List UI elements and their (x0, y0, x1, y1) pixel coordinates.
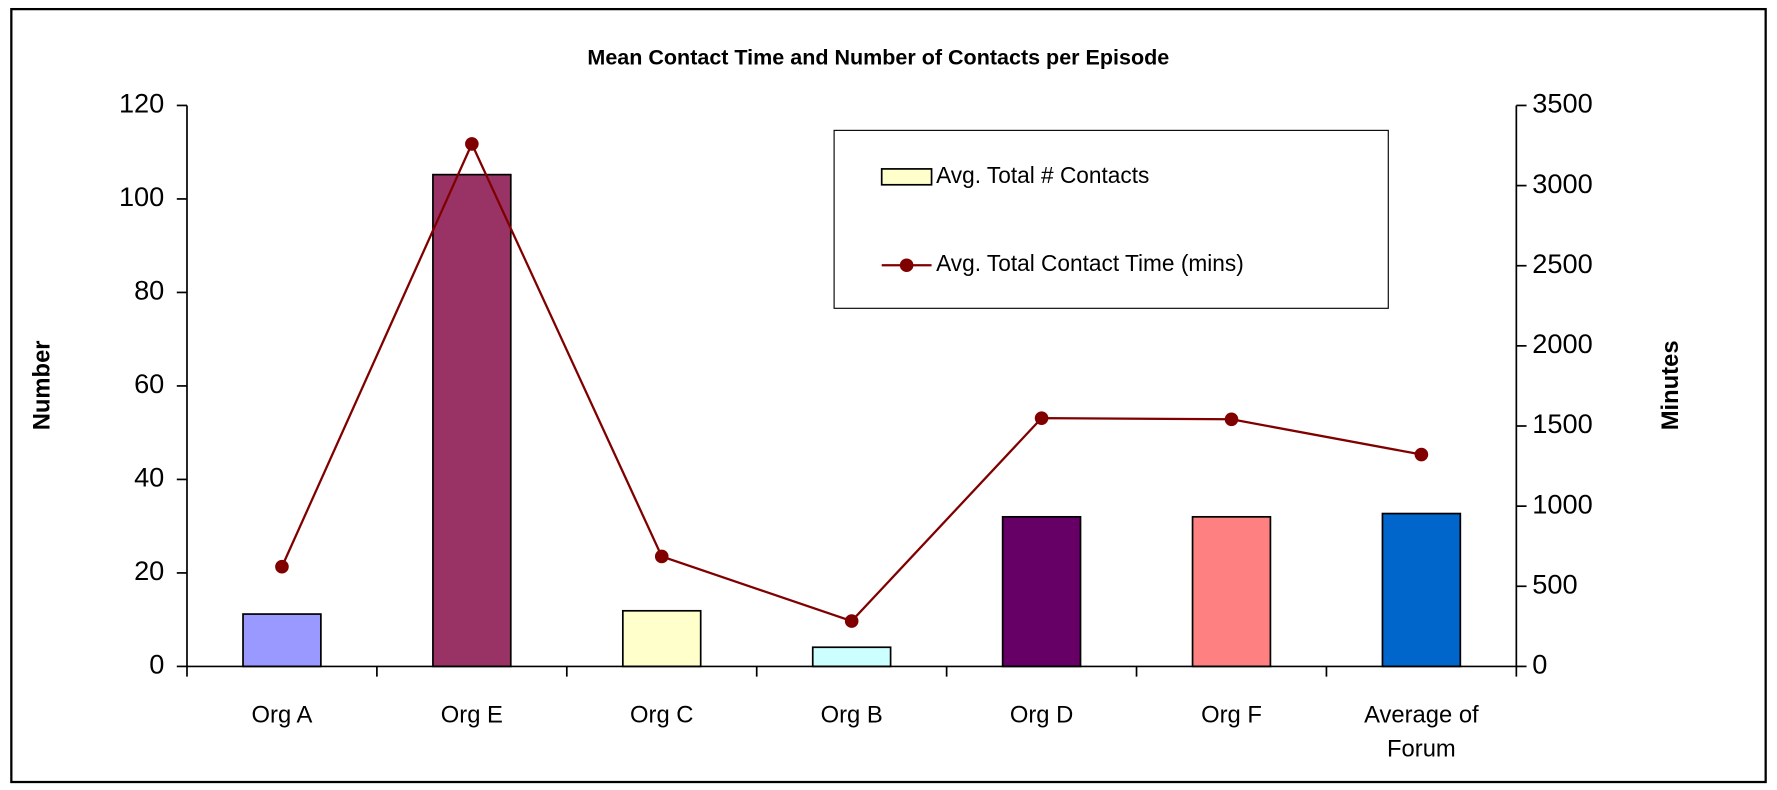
y2-tick-label: 2000 (1532, 328, 1592, 359)
legend-marker (899, 258, 914, 273)
legend-label: Avg. Total # Contacts (936, 162, 1149, 188)
y2-tick-label: 1000 (1532, 488, 1592, 519)
bar (432, 173, 512, 668)
y-tick-label: 80 (134, 275, 164, 306)
x-tick-label: Org F (1201, 702, 1262, 729)
y2-tick-label: 1500 (1532, 408, 1592, 439)
y-tick-label: 60 (134, 368, 164, 399)
bar (621, 609, 702, 668)
line-point (275, 559, 289, 574)
line-point (654, 549, 669, 564)
bar (1381, 512, 1462, 668)
y-tick-label: 0 (149, 649, 164, 680)
y-axis-label: Number (28, 340, 55, 430)
chart-title: Mean Contact Time and Number of Contacts… (587, 46, 1169, 70)
bar (1001, 515, 1082, 668)
x-tick-label: Org C (630, 702, 693, 729)
y2-tick-label: 3500 (1532, 88, 1592, 119)
x-tick-label: Org E (441, 702, 503, 729)
x-tick-label: Org B (821, 702, 883, 729)
legend-label: Avg. Total Contact Time (mins) (936, 250, 1244, 276)
y2-tick-label: 3000 (1532, 168, 1592, 199)
bar (242, 613, 322, 668)
bar (1191, 515, 1272, 668)
y2-tick-label: 2500 (1532, 248, 1592, 279)
line-point (1224, 412, 1239, 427)
line-point (844, 614, 859, 628)
y-tick-label: 20 (134, 555, 164, 586)
legend-swatch (880, 168, 933, 186)
y2-axis-label: Minutes (1657, 340, 1684, 430)
x-tick-label: Org D (1010, 702, 1073, 729)
line-point (465, 137, 479, 151)
y-tick-label: 100 (119, 181, 164, 212)
legend-box (833, 129, 1389, 309)
y2-tick-label: 0 (1532, 649, 1547, 680)
line-point (1034, 411, 1049, 425)
line-point (1414, 447, 1429, 462)
x-tick-label: Average of Forum (1364, 702, 1479, 763)
y-tick-label: 40 (134, 462, 164, 493)
bar (811, 646, 892, 668)
y2-tick-label: 500 (1532, 568, 1577, 599)
y-tick-label: 120 (119, 88, 164, 119)
x-tick-label: Org A (252, 702, 313, 729)
